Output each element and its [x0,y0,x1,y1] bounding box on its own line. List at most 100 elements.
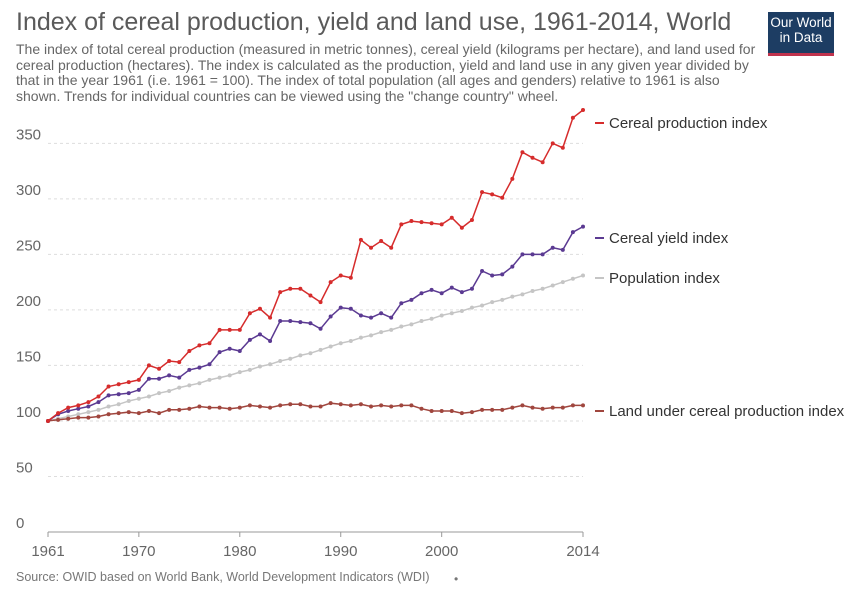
data-point [399,324,404,329]
data-point [328,280,333,285]
data-point [308,293,313,298]
data-point [419,406,424,411]
data-point [278,319,283,323]
y-tick-label: 0 [16,515,24,532]
data-point [247,403,252,408]
data-point [399,222,404,227]
data-point [298,402,303,407]
data-point [86,410,91,415]
data-point [157,366,162,371]
data-point [358,335,363,340]
data-point [257,364,262,369]
data-point [167,388,172,393]
data-point [459,411,464,416]
data-point [217,327,222,332]
data-point [237,327,242,332]
logo-line-1: Our World [770,15,832,30]
data-point [227,373,232,378]
x-tick-label: 2014 [566,543,599,560]
data-point [298,353,303,358]
data-point [146,408,151,413]
data-point [177,407,182,412]
data-point [490,407,495,412]
data-point [530,289,535,294]
data-point [197,381,202,386]
data-point [419,291,424,296]
data-point [449,311,454,316]
data-point [66,416,71,421]
data-point [419,220,424,225]
data-point [106,412,111,417]
data-point [126,398,131,403]
data-point [318,326,323,331]
data-point [167,407,172,412]
data-point [510,264,515,269]
data-point [439,313,444,318]
data-point [389,315,394,320]
data-point [237,348,242,353]
data-point [116,411,121,416]
data-point [399,301,404,306]
data-point [177,375,182,380]
data-point [177,360,182,365]
data-point [288,356,293,361]
series-label: Land under cereal production index [609,403,845,420]
data-point [500,272,505,277]
data-point [96,400,101,405]
data-point [480,190,485,195]
data-point [318,404,323,409]
data-point [187,367,192,372]
data-point [257,306,262,311]
series-label: Cereal yield index [609,230,729,247]
chart-subtitle: The index of total cereal production (me… [16,41,756,104]
data-point [76,415,81,420]
data-point [560,405,565,410]
data-point [419,319,424,323]
data-point [520,292,525,297]
data-point [369,245,374,250]
data-point [308,351,313,356]
data-point [459,225,464,230]
y-tick-label: 100 [16,404,41,421]
logo-line-2: in Data [779,29,823,45]
data-point [389,404,394,409]
owid-logo[interactable]: Our World in Data [768,12,834,56]
data-point [56,411,61,416]
data-point [136,377,141,382]
data-point [237,370,242,375]
data-point [510,176,515,181]
data-point [257,404,262,409]
data-point [187,348,192,353]
data-point [469,286,474,291]
data-point [540,160,545,165]
data-point [459,309,464,314]
data-point [278,358,283,363]
data-point [217,350,222,355]
y-tick-label: 300 [16,182,41,199]
data-point [348,338,353,343]
data-point [510,405,515,410]
data-point [86,400,91,405]
data-point [490,192,495,197]
data-point [136,387,141,392]
x-tick-label: 1980 [223,543,256,560]
data-point [318,347,323,352]
data-point [157,376,162,381]
data-point [96,414,101,419]
x-tick-label: 1990 [324,543,357,560]
data-point [126,391,131,396]
data-point [540,286,545,291]
y-tick-label: 200 [16,293,41,310]
data-point [530,405,535,410]
data-point [308,321,313,326]
data-point [459,290,464,295]
data-point [116,392,121,397]
data-point [409,297,414,302]
data-point [288,402,293,407]
data-point [268,405,273,410]
data-point [257,332,262,337]
data-point [581,273,585,278]
data-point [96,394,101,399]
data-point [187,406,192,411]
data-point [389,327,394,332]
